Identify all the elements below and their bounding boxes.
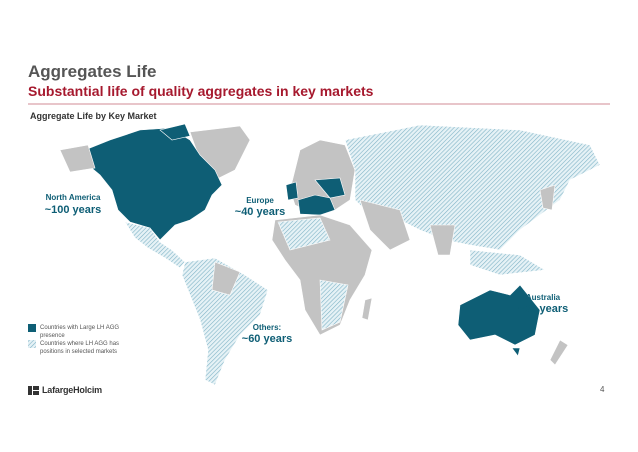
region-life: ~50 years [517, 303, 569, 315]
region-name: Europe [246, 196, 274, 205]
page-number: 4 [600, 385, 605, 394]
legend-label: Countries where LH AGG has positions in … [40, 341, 120, 355]
subtitle: Substantial life of quality aggregates i… [28, 83, 374, 99]
legend-label: Countries with Large LH AGG presence [40, 325, 120, 339]
region-name: North America [45, 193, 101, 202]
continents [59, 123, 601, 386]
logo-icon [28, 386, 39, 395]
region-name: Australia [525, 293, 561, 302]
title: Aggregates Life [28, 62, 157, 81]
section-label: Aggregate Life by Key Market [30, 111, 157, 121]
logo-text: LafargeHolcim [42, 385, 102, 395]
region-life: ~100 years [44, 204, 102, 216]
legend-swatch [28, 340, 36, 348]
region-life: ~40 years [234, 206, 286, 218]
region-life: ~60 years [241, 333, 293, 345]
legend-swatch [28, 324, 36, 332]
region-name: Others: [252, 323, 282, 332]
